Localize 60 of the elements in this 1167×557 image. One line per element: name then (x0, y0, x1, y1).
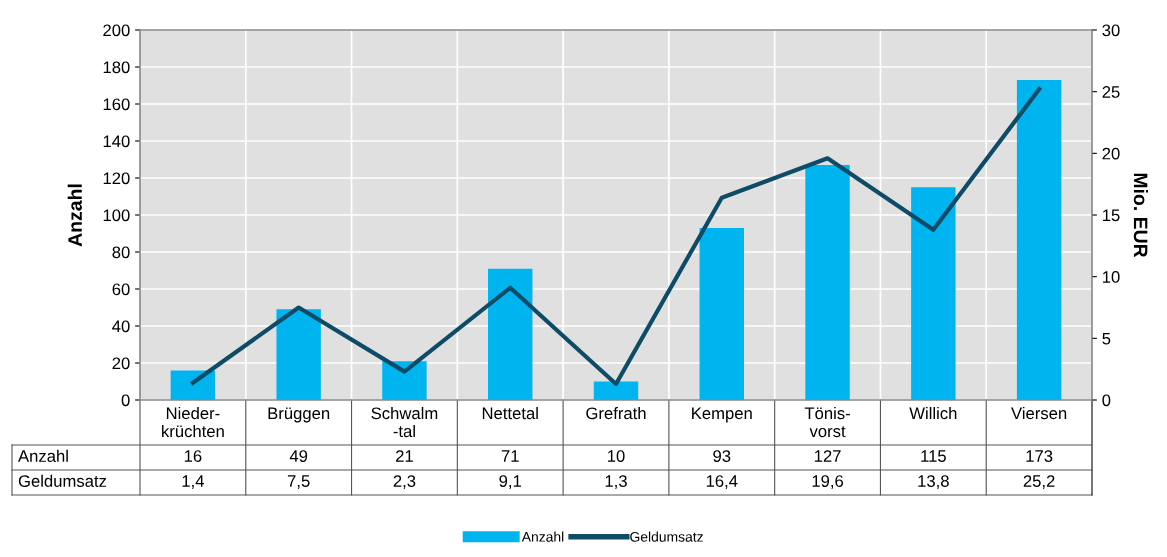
text: Geldumsatz (18, 474, 107, 487)
y2-tick-label: 15 (1102, 209, 1120, 222)
x-tick-label: Brüggen (268, 407, 330, 423)
data-label: 16 (184, 450, 202, 462)
x-tick-label: Viersen (1011, 406, 1067, 420)
y2-tick-label: 25 (1102, 86, 1120, 98)
y2-tick-label: 10 (1102, 271, 1120, 283)
legend-label: Geldumsatz (630, 531, 703, 542)
y-tick-label: 0 (121, 394, 130, 407)
data-label: 2,3 (393, 475, 416, 489)
y-axis-title: Anzahl (67, 184, 82, 247)
x-tick-label: Kempen (692, 407, 752, 423)
y-tick-label: 100 (103, 209, 130, 222)
y-tick-label: 140 (103, 135, 130, 148)
data-label: 13,8 (918, 475, 949, 489)
y-tick-label: 40 (112, 320, 130, 333)
x-tick-label: Grefrath (586, 406, 646, 420)
data-label: 115 (921, 450, 946, 462)
data-label: 9,1 (499, 475, 521, 489)
y-tick-label: 120 (103, 172, 130, 185)
x-tick-label: Schwalm -tal (371, 406, 438, 438)
text: Anzahl (18, 449, 68, 462)
data-label: 1,4 (182, 475, 204, 489)
data-label: 71 (501, 450, 519, 462)
y-tick-label: 80 (112, 246, 130, 259)
x-tick-label: Willich (909, 406, 957, 420)
data-label: 7,5 (287, 475, 310, 489)
line-series (190, 87, 1042, 387)
data-label: 10 (608, 450, 625, 462)
data-label: 173 (1026, 450, 1053, 462)
data-label: 19,6 (812, 475, 844, 489)
data-label: 1,3 (605, 475, 627, 489)
y2-tick-label: 30 (1102, 24, 1120, 37)
y-tick-label: 60 (112, 283, 130, 296)
x-tick-label: Tönis- vorst (804, 406, 850, 438)
bar (276, 309, 321, 400)
bar (593, 381, 639, 400)
data-label: 127 (814, 450, 841, 462)
bar (1016, 79, 1062, 400)
y-tick-label: 160 (103, 98, 130, 111)
data-label: 16,4 (706, 475, 738, 489)
bar (488, 268, 533, 400)
x-tick-label: Nieder- krüchten (162, 406, 224, 438)
legend-label: Anzahl (521, 531, 564, 542)
y2-tick-label: 5 (1102, 332, 1111, 345)
y2-tick-label: 0 (1102, 394, 1111, 407)
bar (382, 361, 427, 400)
bar (805, 165, 850, 400)
x-tick-label: Nettetal (482, 406, 538, 420)
data-label: 21 (396, 450, 413, 462)
data-label: 25,2 (1023, 475, 1055, 489)
y2-tick-label: 20 (1102, 147, 1120, 160)
y-tick-label: 200 (103, 24, 130, 37)
y-tick-label: 20 (112, 357, 130, 370)
bar (911, 187, 956, 400)
y-tick-label: 180 (103, 61, 130, 74)
data-label: 93 (713, 450, 731, 462)
data-label: 49 (289, 450, 308, 462)
bar (699, 227, 744, 400)
y2-axis-title: Mio. EUR (1133, 173, 1149, 258)
